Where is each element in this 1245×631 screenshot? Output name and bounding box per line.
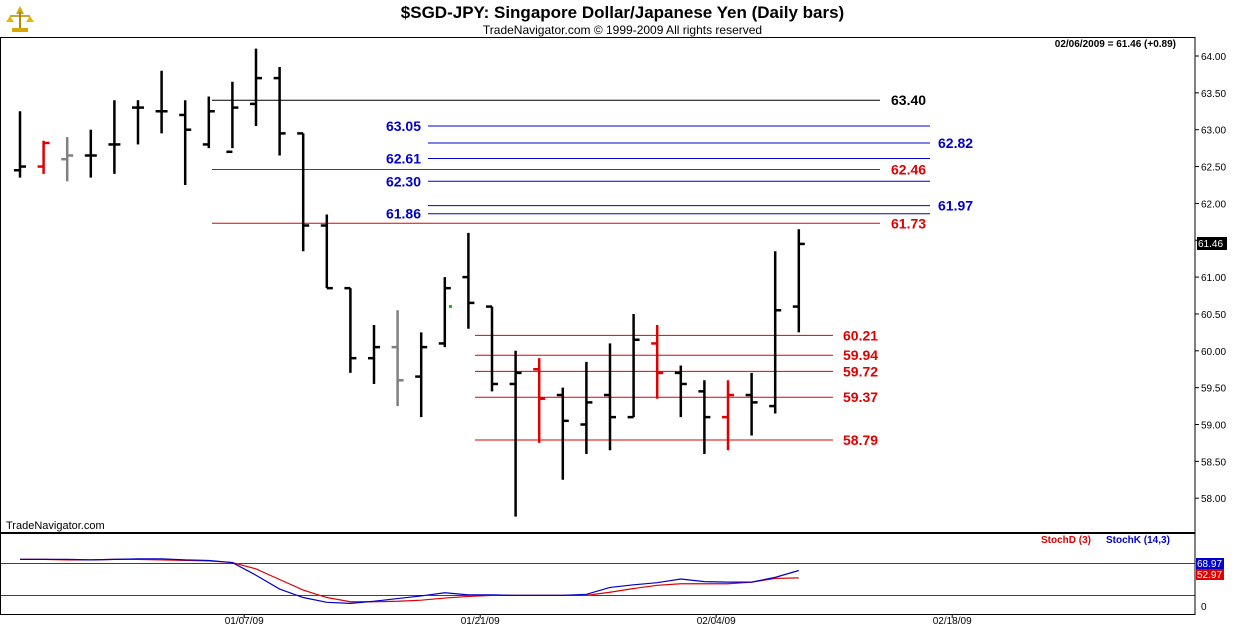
price-bar	[368, 325, 380, 384]
price-bar	[509, 350, 522, 517]
y-tick-label: 62.50	[1201, 163, 1226, 174]
price-bar	[556, 387, 569, 480]
stochD-tag-bg	[1196, 569, 1224, 580]
y-tick-label: 64.00	[1201, 52, 1226, 63]
chart-subtitle: TradeNavigator.com © 1999-2009 All right…	[482, 23, 763, 37]
price-levels: 63.40 63.05 62.82 62.61 62.46 62.30 61.97 61.86…	[212, 92, 973, 448]
price-bar	[132, 100, 144, 145]
price-bar	[604, 343, 616, 451]
price-bar	[415, 332, 428, 418]
price-bar	[745, 372, 758, 436]
stochD-line	[20, 558, 799, 603]
price-bar	[14, 111, 26, 178]
price-bar	[155, 70, 168, 134]
price-bar	[61, 137, 74, 182]
price-bar	[792, 229, 805, 333]
price-bar	[37, 140, 50, 174]
level-label: 63.05	[386, 118, 421, 134]
price-bar	[486, 305, 498, 392]
grid	[0, 37, 1196, 615]
price-bar	[438, 277, 451, 348]
level-label: 62.30	[386, 173, 421, 189]
stoch-y-tick-label: 0	[1201, 602, 1207, 613]
stochK-value: 68.97	[1197, 559, 1222, 570]
level-label: 61.97	[938, 198, 973, 214]
price-tag: 61.46	[1198, 239, 1223, 250]
y-tick-label: 59.00	[1201, 421, 1226, 432]
level-label: 59.37	[843, 389, 878, 405]
price-bar	[226, 81, 239, 154]
y-tick-label: 60.50	[1201, 310, 1226, 321]
level-label: 63.40	[891, 92, 926, 108]
level-label: 59.94	[843, 347, 878, 363]
price-axis: 64.0063.5063.0062.5062.0061.5061.0060.50…	[1195, 52, 1226, 505]
price-bars	[14, 48, 805, 517]
x-tick-label: 02/18/09	[933, 616, 972, 627]
price-bar	[627, 313, 640, 419]
level-label: 58.79	[843, 432, 878, 448]
watermark: TradeNavigator.com	[6, 520, 105, 532]
price-bar	[250, 48, 262, 127]
signal-marker	[449, 305, 452, 308]
level-label: 61.73	[891, 215, 926, 231]
x-tick-label: 02/04/09	[697, 616, 736, 627]
price-bar	[391, 310, 404, 407]
level-label: 59.72	[843, 363, 878, 379]
y-tick-label: 63.00	[1201, 126, 1226, 137]
legend-stochD: StochD (3)	[1041, 535, 1091, 546]
y-tick-label: 63.50	[1201, 89, 1226, 100]
price-bar	[273, 67, 286, 156]
y-tick-label: 58.00	[1201, 494, 1226, 505]
level-label: 61.86	[386, 206, 421, 222]
level-label: 62.61	[386, 150, 421, 166]
price-bar	[533, 358, 546, 443]
trade-navigator-logo-icon	[6, 6, 34, 32]
stoch-panel-frame	[0, 533, 1196, 615]
price-bar	[698, 380, 711, 454]
level-label: 62.82	[938, 135, 973, 151]
y-tick-label: 61.00	[1201, 273, 1226, 284]
legend-stochK: StochK (14,3)	[1106, 535, 1170, 546]
level-label: 62.46	[891, 161, 926, 177]
last-quote: 02/06/2009 = 61.46 (+0.89)	[1055, 39, 1176, 50]
x-tick-label: 01/21/09	[461, 616, 500, 627]
price-bar	[320, 214, 333, 290]
price-bar	[84, 129, 97, 178]
y-tick-label: 58.50	[1201, 457, 1226, 468]
date-axis: 01/07/09 01/21/09 02/04/09 02/18/09	[225, 614, 972, 627]
y-tick-label: 59.50	[1201, 384, 1226, 395]
price-bar	[462, 232, 475, 329]
chart-title: $SGD-JPY: Singapore Dollar/Japanese Yen …	[400, 3, 845, 22]
price-bar	[344, 286, 357, 373]
price-bar	[674, 365, 687, 418]
stochD-value: 52.97	[1197, 570, 1222, 581]
price-bar	[297, 132, 310, 252]
level-label: 60.21	[843, 327, 878, 343]
price-bar	[108, 100, 121, 174]
price-panel-frame	[0, 37, 1196, 533]
stochK-tag-bg	[1196, 558, 1224, 569]
price-bar	[580, 361, 593, 454]
price-bar	[202, 96, 215, 149]
y-tick-label: 62.00	[1201, 199, 1226, 210]
x-tick-label: 01/07/09	[225, 616, 264, 627]
y-tick-label: 60.00	[1201, 347, 1226, 358]
price-tag-bg	[1197, 237, 1227, 250]
stochK-line	[20, 558, 799, 604]
price-bar	[651, 325, 664, 399]
price-bar	[769, 251, 782, 414]
price-bar	[179, 100, 192, 185]
price-bar	[722, 380, 734, 451]
